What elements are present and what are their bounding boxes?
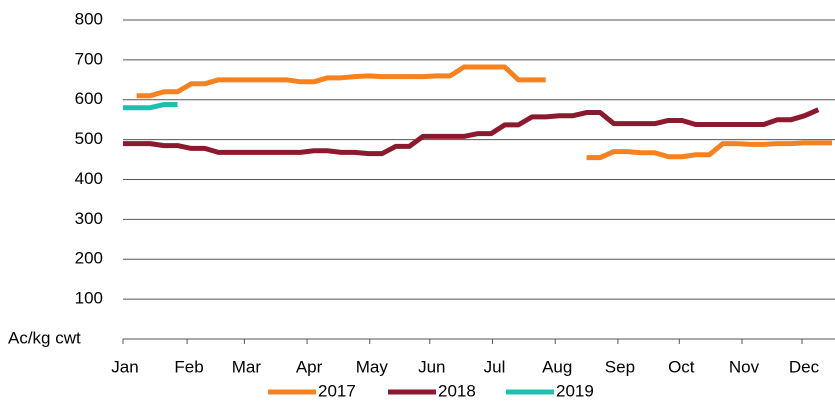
- x-tick-label: Feb: [174, 357, 203, 376]
- y-tick-label: 500: [75, 129, 103, 148]
- y-tick-label: 800: [75, 9, 103, 28]
- x-tick-label: May: [356, 357, 389, 376]
- y-tick-label: 400: [75, 169, 103, 188]
- y-tick-label: 700: [75, 49, 103, 68]
- series-line: [123, 102, 178, 111]
- x-tick-label: Aug: [542, 357, 572, 376]
- y-tick-label: 300: [75, 209, 103, 228]
- x-tick-label: Jan: [111, 357, 138, 376]
- legend-label: 2019: [556, 381, 594, 400]
- x-tick-label: Jul: [484, 357, 506, 376]
- x-tick-label: Apr: [296, 357, 323, 376]
- legend-label: 2018: [438, 381, 476, 400]
- series-line: [123, 107, 820, 157]
- series-line: [136, 64, 832, 161]
- legend-label: 2017: [318, 381, 356, 400]
- y-axis-label: Ac/kg cwt: [8, 328, 81, 347]
- x-tick-label: Oct: [668, 357, 695, 376]
- x-tick-label: Jun: [418, 357, 445, 376]
- y-tick-label: 600: [75, 89, 103, 108]
- x-tick-label: Dec: [789, 357, 820, 376]
- y-tick-label: 100: [75, 289, 103, 308]
- x-tick-label: Sep: [605, 357, 635, 376]
- y-tick-label: 200: [75, 249, 103, 268]
- x-tick-label: Nov: [729, 357, 760, 376]
- x-tick-label: Mar: [232, 357, 262, 376]
